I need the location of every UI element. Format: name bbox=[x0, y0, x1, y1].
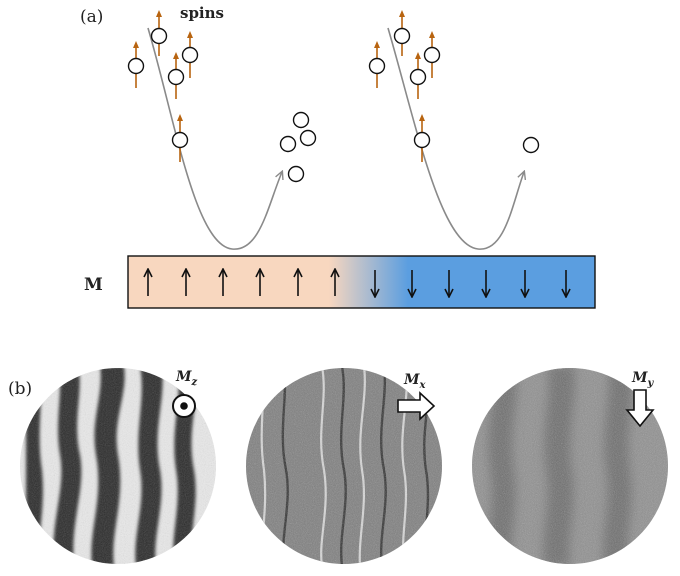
out-of-plane-dot-icon bbox=[172, 394, 196, 418]
unpolarized-electrons-left bbox=[279, 111, 317, 183]
panel-a-label: (a) bbox=[80, 7, 103, 27]
panel-b-label: (b) bbox=[8, 379, 32, 399]
panel-a: (a) spins bbox=[80, 4, 596, 309]
electron-trajectory-left bbox=[147, 27, 282, 250]
domain-magnetization-arrows bbox=[148, 270, 566, 296]
electron-trajectory-right bbox=[387, 27, 524, 250]
domain-image-my: My bbox=[472, 368, 668, 564]
mz-label: Mz bbox=[175, 369, 198, 388]
domain-image-mx: Mx bbox=[246, 368, 442, 564]
mx-label: Mx bbox=[403, 372, 427, 391]
spin-polarized-electrons-left bbox=[127, 10, 199, 162]
unpolarized-electron-right bbox=[522, 136, 540, 154]
domain-image-mz: Mz bbox=[20, 368, 216, 564]
magnetic-domain-bar bbox=[127, 255, 596, 309]
spin-polarized-electrons-right bbox=[368, 10, 441, 162]
magnetization-label: M bbox=[84, 275, 103, 295]
right-arrow-icon bbox=[397, 391, 436, 421]
down-arrow-icon bbox=[625, 389, 655, 428]
spins-label: spins bbox=[180, 4, 224, 22]
my-label: My bbox=[631, 370, 655, 389]
panel-b: (b) Mz bbox=[8, 368, 668, 564]
